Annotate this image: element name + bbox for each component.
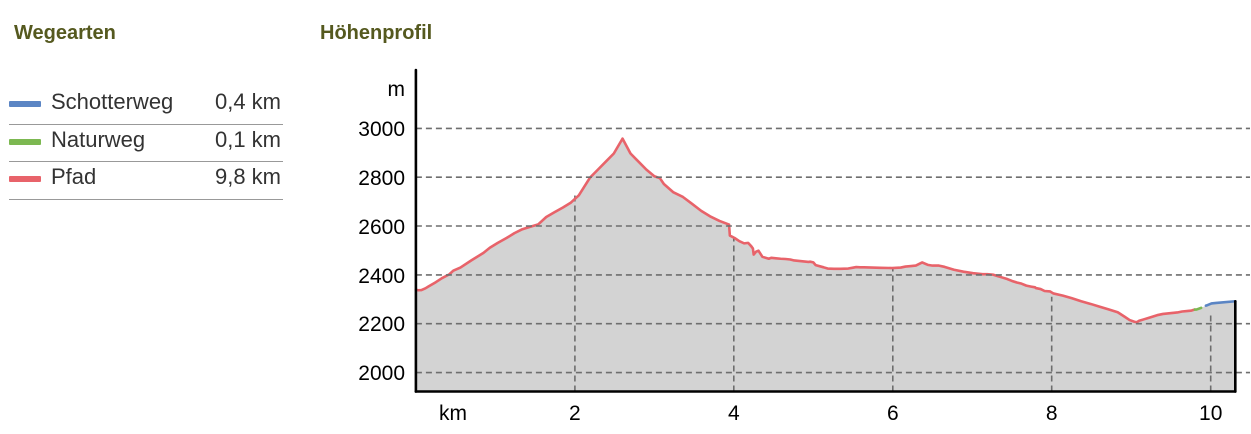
svg-text:2800: 2800 bbox=[358, 167, 405, 190]
svg-text:4: 4 bbox=[728, 402, 740, 425]
svg-text:10: 10 bbox=[1199, 402, 1222, 425]
svg-text:2200: 2200 bbox=[358, 313, 405, 336]
svg-text:km: km bbox=[439, 402, 467, 425]
svg-text:8: 8 bbox=[1046, 402, 1058, 425]
svg-text:m: m bbox=[388, 78, 406, 101]
svg-text:2: 2 bbox=[569, 402, 581, 425]
svg-text:2400: 2400 bbox=[358, 265, 405, 288]
svg-text:6: 6 bbox=[887, 402, 899, 425]
svg-text:3000: 3000 bbox=[358, 118, 405, 141]
svg-text:2000: 2000 bbox=[358, 362, 405, 385]
svg-text:2600: 2600 bbox=[358, 216, 405, 239]
